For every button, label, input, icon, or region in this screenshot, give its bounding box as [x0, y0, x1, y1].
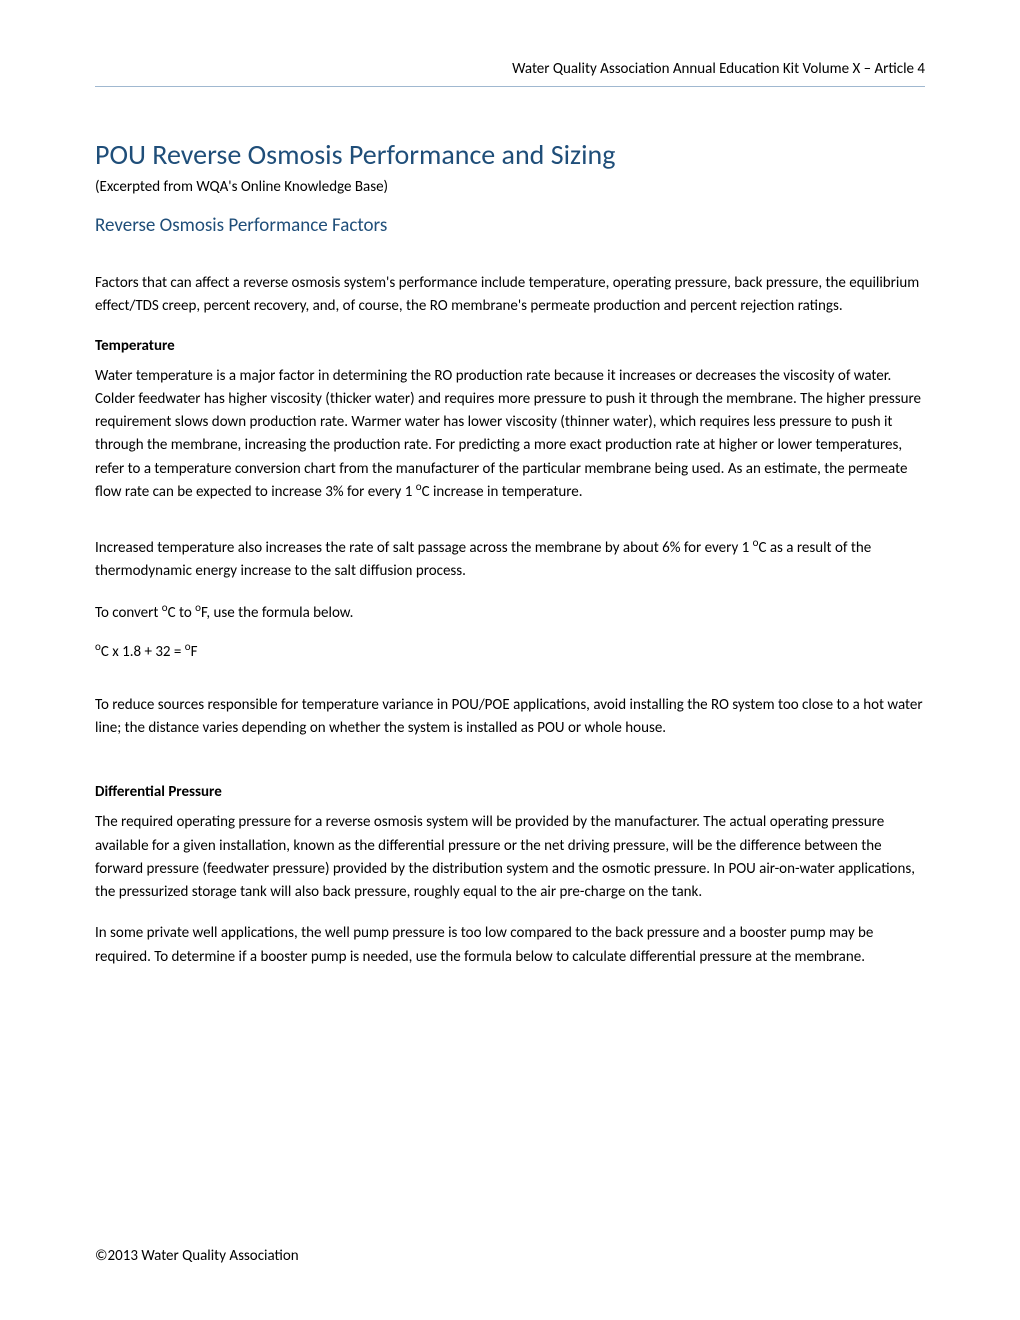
header-divider — [95, 86, 925, 87]
temperature-p1: Water temperature is a major factor in d… — [95, 365, 925, 505]
differential-pressure-heading: Differential Pressure — [95, 783, 925, 801]
copyright-footer: ©2013 Water Quality Association — [95, 1247, 299, 1265]
temp-p3-mid: C to — [168, 604, 196, 622]
excerpt-subtitle: (Excerpted from WQA's Online Knowledge B… — [95, 178, 925, 196]
conversion-formula: oC x 1.8 + 32 = oF — [95, 643, 925, 661]
main-title: POU Reverse Osmosis Performance and Sizi… — [95, 137, 925, 172]
temp-p1-text-before: Water temperature is a major factor in d… — [95, 367, 921, 501]
formula-end: F — [191, 643, 198, 661]
temperature-p3: To convert oC to oF, use the formula bel… — [95, 602, 925, 625]
temp-p1-text-after: C increase in temperature. — [422, 483, 583, 501]
temp-p3-before: To convert — [95, 604, 162, 622]
temperature-heading: Temperature — [95, 337, 925, 355]
section-heading: Reverse Osmosis Performance Factors — [95, 214, 925, 237]
intro-paragraph: Factors that can affect a reverse osmosi… — [95, 272, 925, 319]
temperature-p2: Increased temperature also increases the… — [95, 537, 925, 584]
temperature-p4: To reduce sources responsible for temper… — [95, 694, 925, 741]
temp-p2-before: Increased temperature also increases the… — [95, 539, 753, 557]
differential-p1: The required operating pressure for a re… — [95, 811, 925, 904]
formula-mid: C x 1.8 + 32 = — [101, 643, 185, 661]
differential-p2: In some private well applications, the w… — [95, 922, 925, 969]
page-header: Water Quality Association Annual Educati… — [95, 60, 925, 78]
temp-p3-after: F, use the formula below. — [201, 604, 353, 622]
